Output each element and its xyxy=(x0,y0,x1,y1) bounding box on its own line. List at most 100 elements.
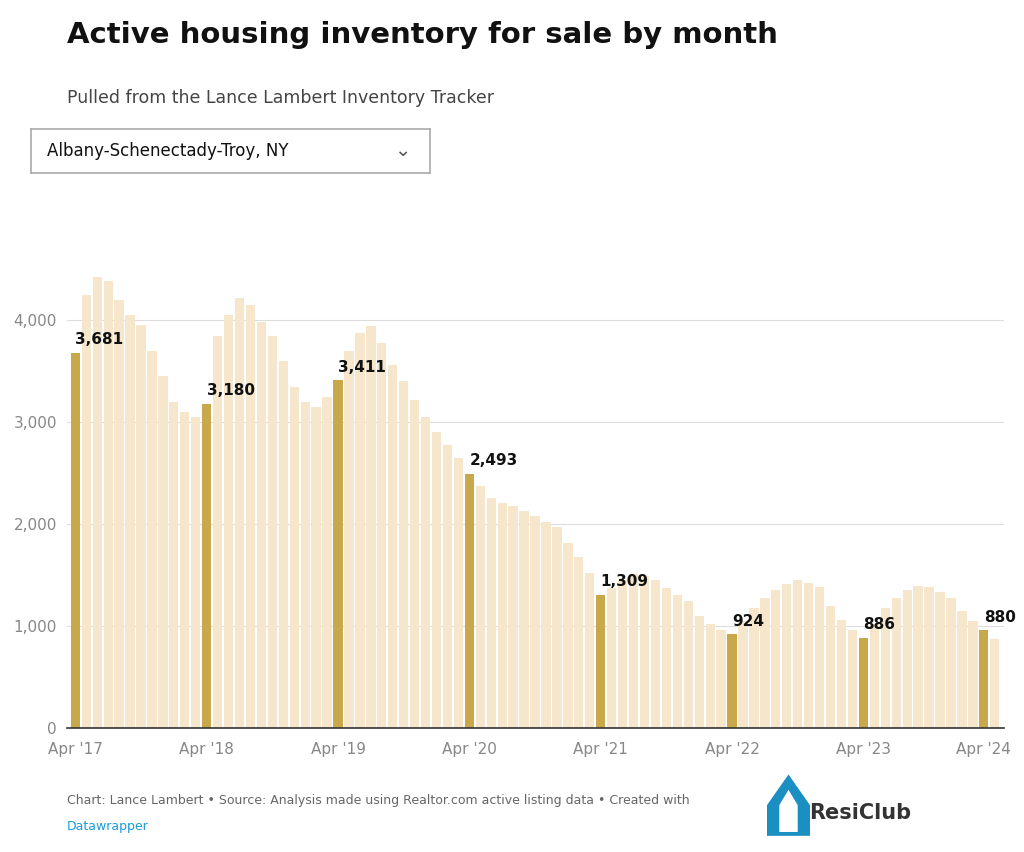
Text: ⌄: ⌄ xyxy=(394,141,411,160)
Bar xyxy=(421,417,430,728)
Bar xyxy=(617,580,628,728)
Bar xyxy=(224,315,233,728)
Text: 886: 886 xyxy=(863,618,895,632)
Polygon shape xyxy=(779,790,798,832)
Bar xyxy=(694,616,703,728)
Bar xyxy=(82,295,91,728)
Bar xyxy=(257,322,266,728)
Bar xyxy=(388,366,397,728)
Bar xyxy=(125,315,135,728)
Bar xyxy=(115,300,124,728)
Bar xyxy=(869,625,879,728)
Polygon shape xyxy=(767,774,810,836)
Bar xyxy=(979,630,988,728)
Bar xyxy=(267,336,278,728)
Bar xyxy=(334,380,343,728)
Text: Pulled from the Lance Lambert Inventory Tracker: Pulled from the Lance Lambert Inventory … xyxy=(67,89,494,107)
Bar xyxy=(585,573,594,728)
Bar xyxy=(465,474,474,728)
Bar xyxy=(159,377,168,728)
Bar xyxy=(596,595,605,728)
Bar xyxy=(815,586,824,728)
Bar xyxy=(454,458,463,728)
Bar xyxy=(640,577,649,728)
Text: 1,309: 1,309 xyxy=(601,574,649,590)
Text: 880: 880 xyxy=(984,610,1016,625)
Bar xyxy=(848,630,857,728)
Bar xyxy=(552,527,561,728)
Bar xyxy=(782,584,792,728)
Bar xyxy=(913,585,923,728)
Bar xyxy=(311,407,321,728)
Bar xyxy=(213,336,222,728)
Bar xyxy=(180,412,189,728)
Text: 3,681: 3,681 xyxy=(76,332,124,347)
Bar xyxy=(71,353,80,728)
Bar xyxy=(969,621,978,728)
Text: 3,180: 3,180 xyxy=(207,383,255,398)
Bar xyxy=(892,598,901,728)
Bar xyxy=(771,590,780,728)
Bar xyxy=(323,397,332,728)
Bar xyxy=(629,574,638,728)
Bar xyxy=(530,516,540,728)
Text: 3,411: 3,411 xyxy=(338,360,386,375)
Bar xyxy=(246,305,255,728)
Bar xyxy=(399,382,409,728)
Bar xyxy=(290,387,299,728)
Bar xyxy=(563,543,572,728)
Bar xyxy=(442,445,453,728)
Text: 924: 924 xyxy=(732,613,764,629)
Bar xyxy=(147,351,157,728)
Text: 2,493: 2,493 xyxy=(469,453,517,469)
Bar xyxy=(706,625,715,728)
Bar xyxy=(727,634,736,728)
Bar xyxy=(542,522,551,728)
Bar xyxy=(509,506,518,728)
Bar xyxy=(476,486,485,728)
Bar xyxy=(826,606,836,728)
Bar xyxy=(662,588,671,728)
Bar xyxy=(925,586,934,728)
Bar xyxy=(519,511,528,728)
Bar xyxy=(684,601,693,728)
Bar xyxy=(859,638,868,728)
Bar xyxy=(355,333,365,728)
Bar xyxy=(191,417,201,728)
Bar xyxy=(607,588,616,728)
Bar xyxy=(946,598,955,728)
Text: Chart: Lance Lambert • Source: Analysis made using Realtor.com active listing da: Chart: Lance Lambert • Source: Analysis … xyxy=(67,794,689,807)
Bar xyxy=(793,580,803,728)
Text: Albany-Schenectady-Troy, NY: Albany-Schenectady-Troy, NY xyxy=(47,141,288,160)
Bar xyxy=(750,608,759,728)
Bar xyxy=(486,498,496,728)
Bar xyxy=(804,583,813,728)
Bar xyxy=(935,591,945,728)
Bar xyxy=(169,402,178,728)
Bar xyxy=(103,281,113,728)
Bar xyxy=(234,297,244,728)
Text: Active housing inventory for sale by month: Active housing inventory for sale by mon… xyxy=(67,21,777,49)
Text: ResiClub: ResiClub xyxy=(809,803,911,822)
Bar xyxy=(432,433,441,728)
Bar xyxy=(344,351,353,728)
Bar xyxy=(410,400,419,728)
Bar xyxy=(300,402,310,728)
Bar xyxy=(990,639,999,728)
Bar xyxy=(957,611,967,728)
Bar xyxy=(881,608,890,728)
Bar xyxy=(136,325,145,728)
Bar xyxy=(92,278,101,728)
Bar xyxy=(498,503,507,728)
Bar xyxy=(651,580,660,728)
Bar xyxy=(717,630,726,728)
Bar xyxy=(202,404,211,728)
Bar xyxy=(279,361,288,728)
Bar xyxy=(377,343,386,728)
Bar xyxy=(738,621,748,728)
Bar xyxy=(902,590,911,728)
Bar xyxy=(760,598,770,728)
Text: Datawrapper: Datawrapper xyxy=(67,820,148,832)
Bar xyxy=(574,557,584,728)
Bar xyxy=(673,595,682,728)
